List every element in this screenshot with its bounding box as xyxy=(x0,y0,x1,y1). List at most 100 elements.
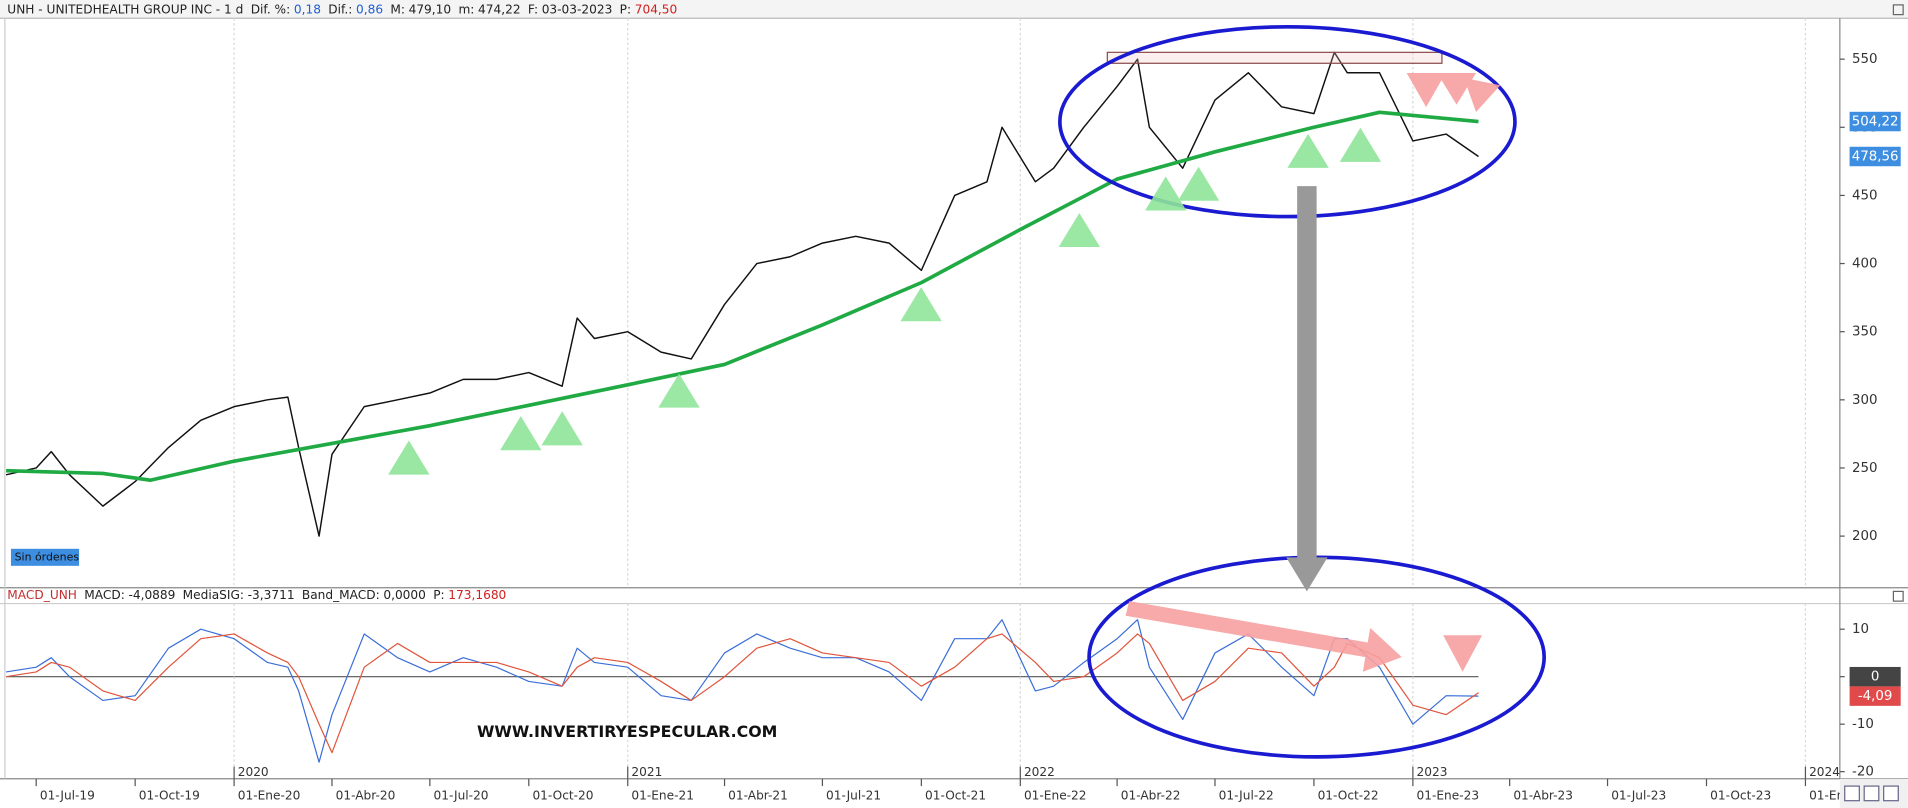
arrow xyxy=(1286,186,1328,592)
year-label: 2021 xyxy=(631,765,662,779)
x-tick-label: 01-Abr-21 xyxy=(728,788,788,802)
header-field-label: Band_MACD: xyxy=(302,588,380,602)
date-axis: 01-Jul-19 01-Oct-19 01-Ene-20 01-Abr-20 01-J… xyxy=(35,778,1872,802)
header-field-label: m: xyxy=(458,2,474,16)
header-field-label: Dif.: xyxy=(328,2,352,16)
support-markers xyxy=(388,127,1382,475)
y-tick-label: 550 xyxy=(1852,52,1878,67)
down-triangle xyxy=(1463,77,1501,112)
panel-header: MACD_UNH MACD: -4,0889 MediaSIG: -3,3711 Band… xyxy=(7,588,506,602)
header-field-value: 704,50 xyxy=(635,2,678,16)
grid-layer xyxy=(6,18,1845,779)
x-tick-label: 01-Abr-22 xyxy=(1121,788,1181,802)
year-label: 2022 xyxy=(1024,765,1055,779)
header-field-label: MACD: xyxy=(84,588,125,602)
header-field-value: -4,0889 xyxy=(128,588,175,602)
price-tag-label: -4,09 xyxy=(1858,689,1893,704)
series-line xyxy=(5,633,1479,754)
header-field-value: 0,86 xyxy=(356,2,383,16)
highlight-ellipse xyxy=(1058,24,1517,219)
up-triangle xyxy=(1287,133,1329,168)
x-tick-label: 01-Jul-22 xyxy=(1219,788,1274,802)
up-triangle xyxy=(900,287,942,322)
x-tick-label: 01-Jul-23 xyxy=(1611,788,1666,802)
up-triangle xyxy=(1177,166,1220,201)
tool-button[interactable] xyxy=(1883,785,1899,802)
up-triangle xyxy=(1145,176,1187,211)
window-button[interactable] xyxy=(1892,4,1904,16)
x-tick-label: 01-Ene-20 xyxy=(238,788,301,802)
up-triangle xyxy=(500,416,542,451)
up-triangle xyxy=(541,411,583,446)
window-button[interactable] xyxy=(1892,590,1904,602)
tool-button[interactable] xyxy=(1863,785,1880,802)
y-tick-label: 10 xyxy=(1852,622,1869,637)
header-field-value: 479,10 xyxy=(409,2,452,16)
x-tick-label: 01-Abr-23 xyxy=(1513,788,1573,802)
x-tick-label: 01-Jul-21 xyxy=(826,788,881,802)
header-field-label: M: xyxy=(390,2,405,16)
up-triangle xyxy=(1339,127,1382,162)
y-tick-label: -10 xyxy=(1852,717,1874,732)
y-tick-label: 400 xyxy=(1852,257,1878,272)
x-tick-label: 01-Oct-23 xyxy=(1710,788,1771,802)
panel-header: UNH - UNITEDHEALTH GROUP INC - 1 d Dif. %… xyxy=(7,2,677,16)
status-label: Sin órdenes xyxy=(15,550,80,563)
x-tick-label: 01-Oct-19 xyxy=(139,788,200,802)
series-line xyxy=(6,110,1479,483)
year-label: 2023 xyxy=(1417,765,1448,779)
header-bar xyxy=(0,0,1908,19)
watermark: WWW.INVERTIRYESPECULAR.COM xyxy=(477,722,777,741)
header-field-value: 0,18 xyxy=(294,2,321,16)
x-tick-label: 01-Ene-23 xyxy=(1417,788,1480,802)
x-tick-label: 01-Jul-20 xyxy=(433,788,488,802)
y-tick-label: -20 xyxy=(1852,765,1874,780)
header-field-label: P: xyxy=(433,588,444,602)
x-tick-label: 01-Abr-20 xyxy=(336,788,396,802)
tool-button[interactable] xyxy=(1844,785,1860,802)
x-tick-label: 01-Ene-21 xyxy=(631,788,694,802)
header-title: UNH - UNITEDHEALTH GROUP INC - 1 d xyxy=(7,2,243,16)
x-tick-label: 01-Ene-24 xyxy=(1809,788,1872,802)
x-tick-label: 01-Oct-22 xyxy=(1318,788,1379,802)
year-label: 2024 xyxy=(1809,765,1840,779)
price-tag xyxy=(1849,686,1901,706)
up-triangle xyxy=(1058,212,1101,248)
header-title: MACD_UNH xyxy=(7,588,77,602)
x-tick-label: 01-Jul-19 xyxy=(40,788,95,802)
y-tick-label: 250 xyxy=(1852,461,1878,476)
header-field-value: 0,0000 xyxy=(383,588,426,602)
price-tag xyxy=(1849,146,1901,167)
x-tick-label: 01-Oct-21 xyxy=(925,788,986,802)
series-line xyxy=(5,619,1479,763)
price-tag xyxy=(1849,666,1901,687)
resistance-box xyxy=(1106,51,1443,64)
x-tick-label: 01-Oct-20 xyxy=(532,788,593,802)
year-label: 2020 xyxy=(238,765,269,779)
y-tick-label: 350 xyxy=(1852,325,1878,340)
weakness-markers xyxy=(1125,73,1501,672)
down-triangle xyxy=(1406,73,1446,108)
header-field-label: Dif. %: xyxy=(251,2,291,16)
text-layer: UNH - UNITEDHEALTH GROUP INC - 1 d Dif. %… xyxy=(7,2,1901,802)
y-tick-label: 300 xyxy=(1852,393,1878,408)
price-tag-label: 478,56 xyxy=(1852,149,1899,164)
x-tick-label: 01-Ene-22 xyxy=(1024,788,1087,802)
drawings xyxy=(388,24,1546,759)
status-badge xyxy=(10,548,80,566)
series-line xyxy=(5,51,1479,537)
y-tick-label: 200 xyxy=(1852,529,1878,544)
up-triangle xyxy=(658,373,700,408)
header-field-value: 03-03-2023 xyxy=(542,2,613,16)
data-layer xyxy=(5,51,1479,763)
header-field-value: 173,1680 xyxy=(448,588,506,602)
header-field-value: -3,3711 xyxy=(248,588,295,602)
price-tag-label: 504,22 xyxy=(1852,115,1899,130)
price-tag xyxy=(1849,111,1901,132)
header-field-label: P: xyxy=(620,2,631,16)
header-field-value: 474,22 xyxy=(478,2,521,16)
down-triangle xyxy=(1443,635,1483,672)
up-triangle xyxy=(388,440,430,475)
